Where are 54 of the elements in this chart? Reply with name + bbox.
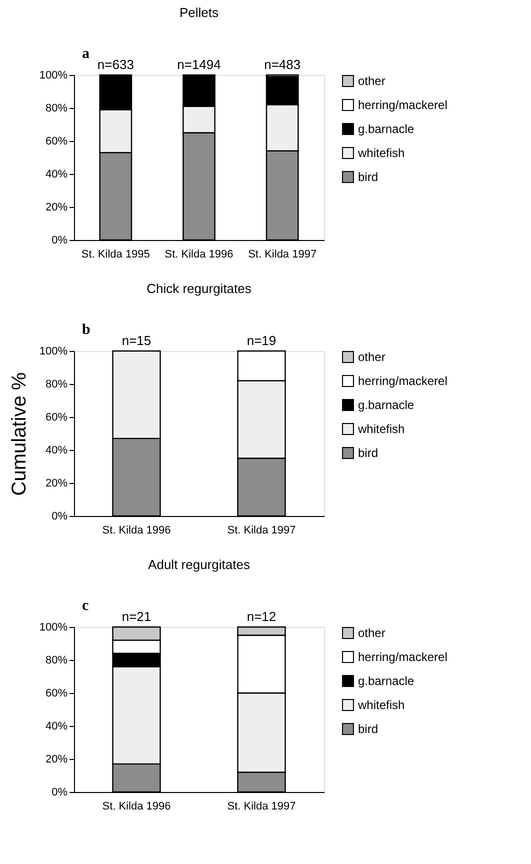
y-tick-label: 40% (45, 168, 68, 180)
annotation: n=483 (264, 57, 301, 72)
legend-label: whitefish (357, 698, 405, 712)
y-axis-title: Cumulative % (8, 372, 30, 496)
y-tick-label: 100% (39, 622, 68, 634)
y-tick-label: 100% (39, 346, 68, 358)
y-tick-label: 100% (39, 70, 68, 82)
y-tick-label: 60% (45, 412, 68, 424)
chart-title: Chick regurgitates (146, 281, 252, 296)
y-tick-label: 80% (45, 102, 68, 114)
x-tick-label: St. Kilda 1997 (248, 248, 317, 260)
text: b (82, 322, 90, 338)
x-tick-label: St. Kilda 1995 (81, 248, 150, 260)
x-tick-label: St. Kilda 1996 (102, 800, 171, 812)
y-tick-label: 60% (45, 136, 68, 148)
y-tick-label: 40% (45, 720, 68, 732)
y-tick-label: 20% (45, 754, 68, 766)
y-tick-label: 80% (45, 378, 68, 390)
y-tick-label: 40% (45, 444, 68, 456)
annotation: n=12 (246, 609, 276, 624)
x-tick-label: St. Kilda 1996 (164, 248, 234, 260)
y-tick-label: 0% (52, 234, 68, 246)
text: c (82, 598, 89, 614)
legend-label: bird (358, 170, 378, 184)
legend-label: whitefish (357, 422, 405, 436)
chart-title: Pellets (179, 5, 220, 20)
annotation: n=1494 (177, 57, 221, 72)
legend-label: other (358, 74, 386, 88)
legend-label: g.barnacle (358, 398, 414, 412)
y-tick-label: 0% (52, 786, 68, 798)
legend-label: herring/mackerel (358, 98, 448, 112)
annotation: n=21 (122, 609, 152, 624)
legend-label: g.barnacle (358, 122, 414, 136)
x-tick-label: St. Kilda 1996 (102, 524, 171, 536)
legend-label: g.barnacle (358, 674, 414, 688)
x-tick-label: St. Kilda 1997 (227, 800, 296, 812)
y-tick-label: 20% (45, 478, 68, 490)
legend-label: herring/mackerel (358, 650, 448, 664)
legend-label: herring/mackerel (358, 374, 448, 388)
chart-title: Adult regurgitates (148, 557, 250, 572)
legend-label: whitefish (357, 146, 405, 160)
annotation: n=15 (122, 333, 152, 348)
annotation: n=19 (246, 333, 276, 348)
y-tick-label: 20% (45, 202, 68, 214)
y-tick-label: 80% (45, 654, 68, 666)
annotation: n=633 (97, 57, 134, 72)
legend-label: other (358, 350, 386, 364)
legend-label: other (358, 626, 386, 640)
x-tick-label: St. Kilda 1997 (227, 524, 296, 536)
text: a (82, 46, 90, 62)
y-tick-label: 60% (45, 688, 68, 700)
legend-label: bird (358, 446, 378, 460)
y-tick-label: 0% (52, 510, 68, 522)
legend-label: bird (358, 722, 378, 736)
